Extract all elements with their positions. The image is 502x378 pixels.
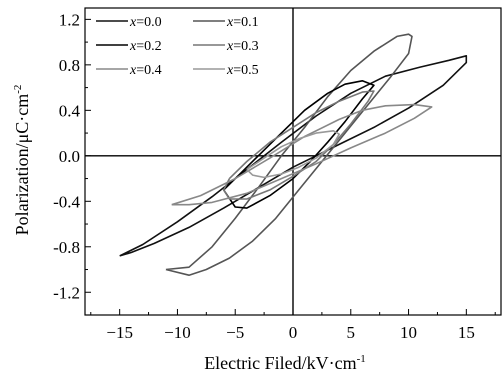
series-layer bbox=[119, 33, 468, 277]
x-tick-label: −15 bbox=[106, 323, 133, 342]
legend-variable: x bbox=[129, 63, 137, 78]
x-tick-label: 10 bbox=[400, 323, 417, 342]
y-axis-title-superscript: -2 bbox=[12, 85, 24, 94]
y-tick-label: -0.4 bbox=[53, 192, 80, 211]
legend-label: x=0.4 bbox=[129, 63, 162, 78]
y-tick-label: -1.2 bbox=[53, 283, 80, 302]
zero-lines bbox=[85, 8, 501, 315]
legend-variable: x bbox=[226, 39, 234, 54]
x-tick-label: 5 bbox=[347, 323, 356, 342]
y-tick-label: 0.8 bbox=[59, 56, 80, 75]
x-axis-title: Electric Filed/kV·cm-1 bbox=[204, 353, 366, 373]
legend-label: x=0.1 bbox=[226, 15, 259, 30]
legend-value: =0.4 bbox=[136, 63, 161, 78]
legend-label: x=0.5 bbox=[226, 63, 259, 78]
x-tick-label: −10 bbox=[164, 323, 191, 342]
x-axis-title-superscript: -1 bbox=[357, 353, 366, 365]
x-tick-label: −5 bbox=[226, 323, 244, 342]
y-tick-label: -0.8 bbox=[53, 238, 80, 257]
series-line-5 bbox=[246, 130, 341, 179]
y-tick-label: 0.0 bbox=[59, 147, 80, 166]
x-axis-title-text: Electric Filed/kV·cm bbox=[204, 353, 356, 373]
x-tick-label: 0 bbox=[289, 323, 298, 342]
legend-value: =0.5 bbox=[233, 63, 258, 78]
y-axis-ticks: 1.2 0.8 0.4 0.0 -0.4 -0.8 -1.2 bbox=[53, 10, 91, 302]
x-tick-label: 15 bbox=[458, 323, 475, 342]
series-line-4 bbox=[171, 103, 433, 206]
legend-variable: x bbox=[129, 15, 137, 30]
legend-value: =0.2 bbox=[136, 39, 161, 54]
x-axis-ticks: −15 −10 −5 0 5 10 15 bbox=[90, 309, 496, 342]
y-tick-label: 0.4 bbox=[59, 101, 81, 120]
y-axis-title-text: Polarization/μC·cm bbox=[12, 94, 32, 236]
series-line-1 bbox=[165, 33, 413, 277]
y-axis-title: Polarization/μC·cm-2 bbox=[12, 85, 32, 236]
legend-label: x=0.0 bbox=[129, 15, 162, 30]
legend: x=0.0 x=0.1x=0.2 x=0.3x=0.4 x=0.5 bbox=[96, 15, 259, 78]
legend-label: x=0.2 bbox=[129, 39, 162, 54]
legend-value: =0.0 bbox=[136, 15, 161, 30]
legend-variable: x bbox=[226, 15, 234, 30]
legend-label: x=0.3 bbox=[226, 39, 259, 54]
y-tick-label: 1.2 bbox=[59, 10, 80, 29]
series-line-3 bbox=[222, 90, 375, 200]
legend-value: =0.3 bbox=[233, 39, 258, 54]
legend-value: =0.1 bbox=[233, 15, 258, 30]
legend-variable: x bbox=[129, 39, 137, 54]
legend-variable: x bbox=[226, 63, 234, 78]
